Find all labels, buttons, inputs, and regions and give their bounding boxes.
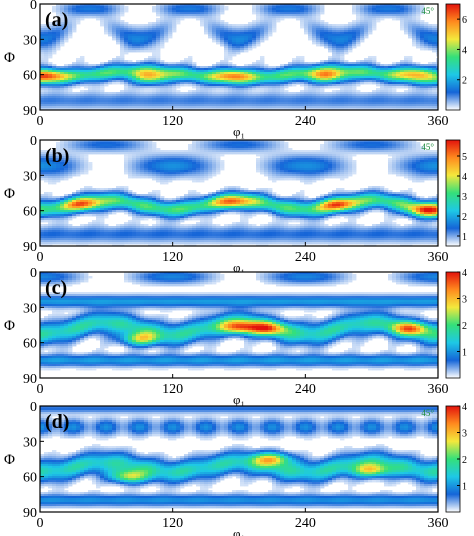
panel-label: (c) [45,277,67,299]
y-tick-label: 30 [23,301,37,316]
y-tick-label: 0 [30,266,37,281]
x-axis-label: φ₁ [233,124,245,139]
x-tick-label: 0 [37,382,44,397]
x-tick-label: 0 [37,114,44,129]
x-tick-label: 360 [428,516,449,531]
y-axis-label: Φ [4,318,15,334]
x-tick-label: 120 [162,516,183,531]
plot-frame [39,405,439,513]
colorbar-tick-label: 2 [462,212,467,223]
y-axis-label: Φ [4,452,15,468]
panel-a: (a) 45° 0 120 240 360 φ₁ 0 30 60 90 Φ 2 4 6 [4,0,467,139]
plot-frame [39,3,439,111]
colorbar-tick-label: 2 [462,76,467,87]
y-tick-label: 0 [30,0,37,13]
panel-label: (d) [45,411,69,433]
y-tick-label: 90 [23,372,37,387]
plot-frame [39,271,439,379]
panel-d: (d) 45° 0 120 240 360 φ₁ 0 30 60 90 Φ 1 2 3 4 [4,400,467,536]
colorbar-tick-label: 4 [462,402,467,413]
colorbar [445,139,461,247]
x-tick-label: 120 [162,250,183,265]
y-tick-label: 60 [23,337,37,352]
y-tick-label: 0 [30,400,37,415]
colorbar-tick-label: 4 [462,268,467,279]
panel-label: (a) [45,9,68,31]
section-label: 45° [421,142,434,152]
heatmap-field [40,140,438,246]
x-axis-label: φ₁ [233,392,245,407]
x-tick-label: 240 [295,250,316,265]
panel-b: (b) 45° 0 120 240 360 φ₁ 0 30 60 90 Φ 1 2 3 4 5 [4,134,467,275]
colorbar-tick-label: 3 [462,192,467,203]
x-tick-label: 120 [162,114,183,129]
x-tick-label: 0 [37,516,44,531]
x-tick-label: 240 [295,382,316,397]
x-tick-label: 360 [428,250,449,265]
colorbar-tick-label: 1 [462,348,467,359]
y-tick-label: 30 [23,169,37,184]
x-tick-label: 360 [428,382,449,397]
y-tick-label: 90 [23,240,37,255]
y-tick-label: 90 [23,506,37,521]
panel-c: (c) 0 120 240 360 φ₁ 0 30 60 90 Φ 1 2 3 4 [4,266,467,407]
heatmap-field [40,406,438,512]
y-tick-label: 90 [23,104,37,119]
y-tick-label: 30 [23,33,37,48]
colorbar-tick-label: 5 [462,152,467,163]
heatmap-field [40,272,438,378]
y-tick-label: 30 [23,435,37,450]
panel-label: (b) [45,145,69,167]
y-axis-label: Φ [4,50,15,66]
x-tick-label: 360 [428,114,449,129]
colorbar-tick-label: 1 [462,482,467,493]
colorbar-tick-label: 4 [462,45,467,56]
y-tick-label: 60 [23,205,37,220]
section-label: 45° [421,6,434,16]
colorbar-tick-label: 2 [462,455,467,466]
x-axis-label: φ₁ [233,260,245,275]
y-tick-label: 0 [30,134,37,149]
colorbar [445,3,461,111]
colorbar-tick-label: 2 [462,321,467,332]
x-axis-label: φ₁ [233,526,245,536]
y-tick-label: 60 [23,69,37,84]
x-tick-label: 0 [37,250,44,265]
plot-frame [39,139,439,247]
x-tick-label: 120 [162,382,183,397]
y-axis-label: Φ [4,186,15,202]
colorbar-tick-label: 3 [462,295,467,306]
colorbar-tick-label: 3 [462,429,467,440]
colorbar-tick-label: 6 [462,15,467,26]
colorbar-tick-label: 1 [462,232,467,243]
section-label: 45° [421,408,434,418]
heatmap-field [40,4,438,110]
y-tick-label: 60 [23,471,37,486]
x-tick-label: 240 [295,516,316,531]
x-tick-label: 240 [295,114,316,129]
colorbar-tick-label: 4 [462,172,467,183]
